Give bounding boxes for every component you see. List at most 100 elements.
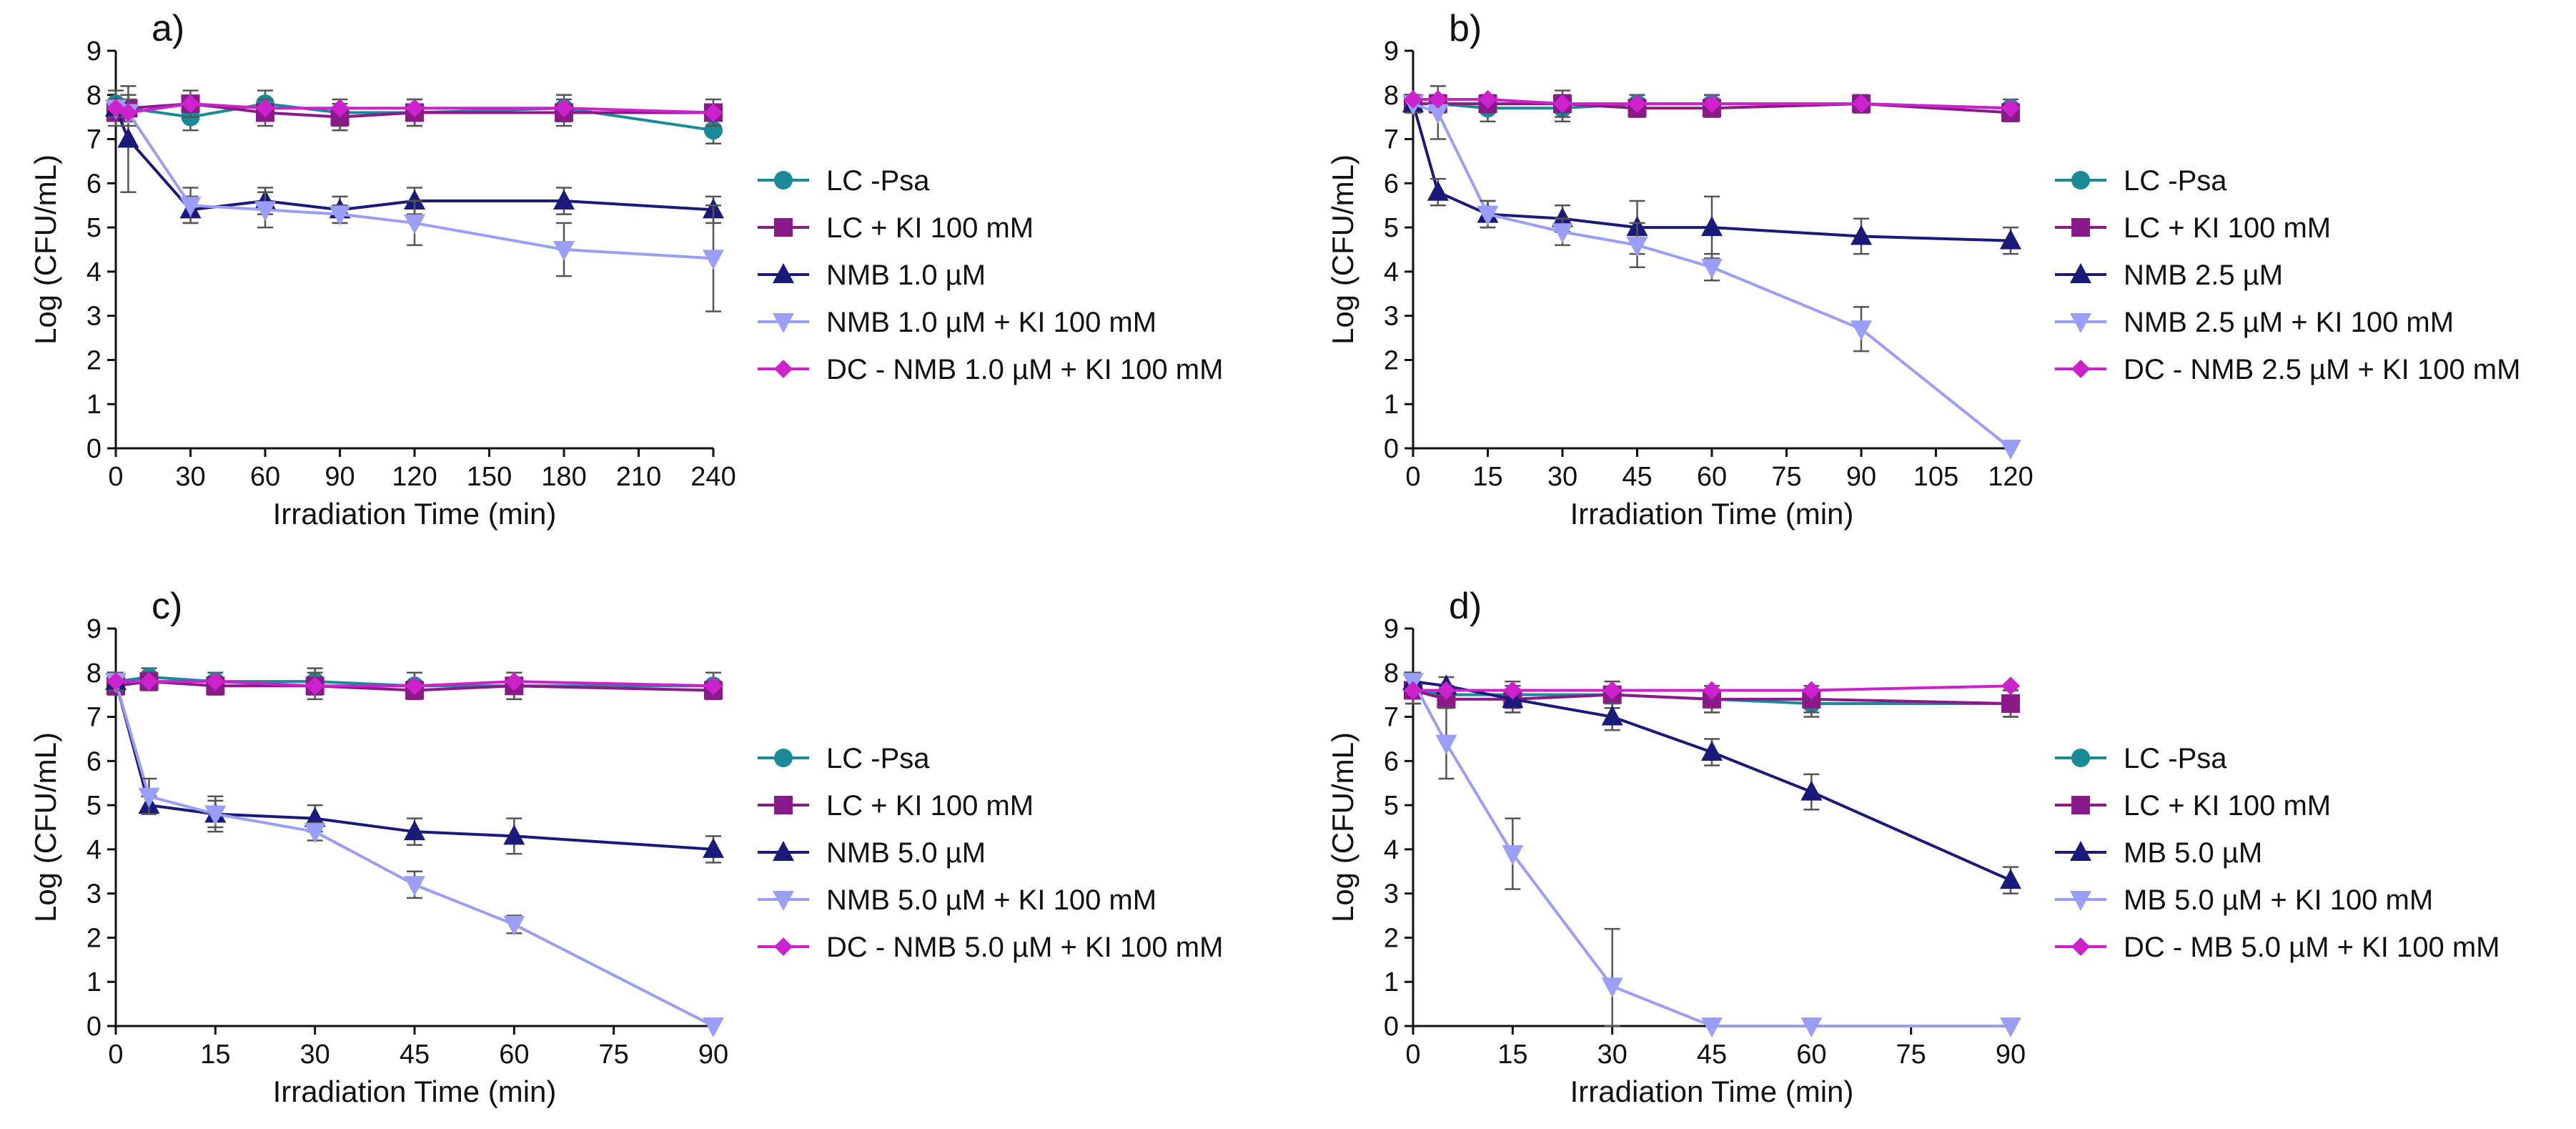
data-point [1802,681,1821,700]
data-point [1601,705,1623,726]
data-point [1552,223,1573,244]
legend-item: DC - NMB 5.0 µM + KI 100 mM [758,932,1223,963]
series-line [115,102,714,114]
y-tick-label: 6 [1384,746,1399,777]
y-tick-label: 7 [86,703,101,733]
legend-item: LC + KI 100 mM [2055,212,2331,244]
data-point [553,241,575,261]
x-tick-label: 15 [1472,462,1502,492]
data-point [404,214,425,235]
panel-label: c) [152,586,182,627]
data-point [404,189,425,210]
legend-label: NMB 1.0 µM + KI 100 mM [826,307,1156,338]
y-axis-title: Log (CFU/mL) [29,154,62,345]
data-point [405,676,424,696]
legend-label: LC + KI 100 mM [826,212,1034,244]
data-point [1502,845,1524,866]
data-point [704,676,723,696]
legend-item: DC - NMB 2.5 µM + KI 100 mM [2055,354,2520,385]
y-tick-label: 1 [1384,967,1399,997]
legend-label: DC - NMB 5.0 µM + KI 100 mM [826,932,1223,963]
y-tick-label: 2 [1384,923,1399,953]
x-tick-label: 30 [1547,462,1577,492]
data-point [1553,94,1572,114]
x-axis-title: Irradiation Time (min) [273,497,557,531]
x-axis-title: Irradiation Time (min) [1570,497,1854,531]
y-tick-label: 0 [1384,434,1399,464]
panel-label: d) [1449,586,1482,627]
x-tick-label: 60 [250,462,280,492]
data-point [404,876,425,897]
data-point [1427,104,1449,124]
legend-item: DC - NMB 1.0 µM + KI 100 mM [758,354,1223,385]
data-point [2001,694,2020,714]
x-tick-label: 0 [1405,1040,1420,1070]
legend: LC -Psa LC + KI 100 mM MB 5.0 µM MB 5.0 µM … [2055,743,2500,963]
y-tick-label: 7 [1384,125,1399,155]
data-point [503,915,525,936]
data-point [181,94,200,114]
y-tick-label: 2 [1384,345,1399,375]
x-tick-label: 30 [300,1040,330,1070]
data-point [1851,225,1872,245]
y-tick-label: 3 [86,302,101,332]
legend: LC -Psa LC + KI 100 mM NMB 5.0 µM NMB 5.0 µ… [758,743,1223,963]
data-point [1601,977,1623,998]
data-point [1701,258,1723,279]
legend-label: DC - MB 5.0 µM + KI 100 mM [2124,932,2500,963]
legend-label: DC - NMB 1.0 µM + KI 100 mM [826,354,1223,385]
y-tick-label: 8 [86,659,101,689]
x-tick-label: 60 [1697,462,1727,492]
legend-item: NMB 2.5 µM [2055,260,2283,291]
x-tick-label: 90 [1996,1040,2026,1070]
data-point [330,99,350,118]
legend-label: NMB 5.0 µM + KI 100 mM [826,884,1156,916]
x-tick-label: 0 [108,1040,123,1070]
x-tick-label: 15 [200,1040,230,1070]
data-point [1701,740,1723,761]
y-tick-label: 4 [1384,835,1399,865]
data-point [206,672,225,691]
legend-marker [774,937,793,956]
x-tick-label: 75 [1896,1040,1926,1070]
legend-label: LC -Psa [826,743,930,774]
legend-label: NMB 1.0 µM [826,260,986,291]
x-tick-label: 15 [1497,1040,1527,1070]
data-point [2000,440,2021,460]
y-tick-label: 6 [1384,169,1399,199]
x-tick-label: 30 [175,462,205,492]
legend-item: LC + KI 100 mM [2055,790,2331,822]
legend-label: MB 5.0 µM [2124,837,2262,869]
y-tick-label: 8 [1384,659,1399,689]
data-point [2000,229,2021,250]
panel-label: b) [1449,8,1482,49]
x-tick-label: 105 [1913,462,1958,492]
y-tick-label: 6 [86,169,101,199]
x-tick-label: 150 [467,462,512,492]
data-point [106,672,125,691]
y-tick-label: 4 [86,835,101,865]
legend-marker [2070,891,2091,911]
legend-item: MB 5.0 µM [2055,837,2262,869]
legend-label: LC -Psa [2124,165,2227,197]
y-tick-label: 3 [86,879,101,909]
legend-label: LC + KI 100 mM [2124,790,2331,822]
legend-marker [774,360,793,378]
data-point [404,820,425,841]
legend-label: LC + KI 100 mM [2124,212,2331,244]
data-point [1703,681,1721,700]
data-point [1800,1017,1823,1037]
data-point [1851,320,1872,341]
data-point [329,205,351,226]
series-5 [106,94,723,122]
data-point [2001,99,2020,118]
x-tick-label: 75 [1771,462,1801,492]
data-point [555,99,573,118]
x-tick-label: 0 [108,462,123,492]
series-line [115,102,713,119]
y-tick-label: 5 [1384,791,1399,821]
data-point [1703,94,1721,114]
